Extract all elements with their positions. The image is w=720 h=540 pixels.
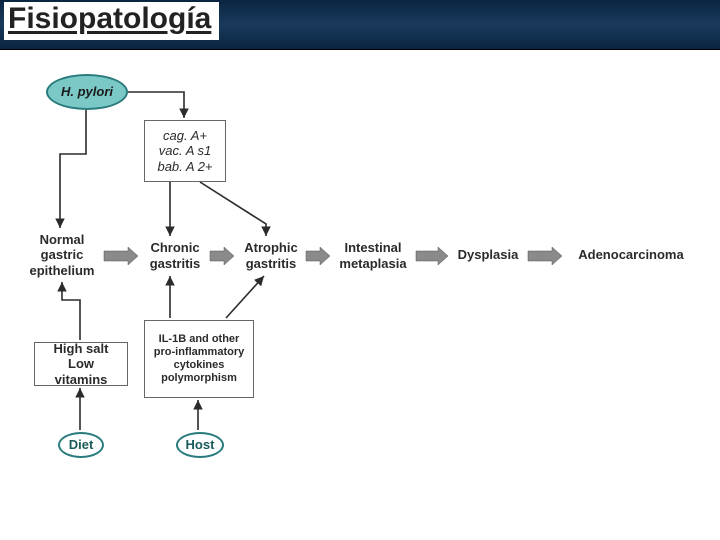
node-line: Dysplasia	[458, 247, 519, 263]
node-hpylori-label: H. pylori	[61, 84, 113, 100]
node-cag-box: cag. A+vac. A s1bab. A 2+	[144, 120, 226, 182]
node-line: cag. A+	[163, 128, 207, 144]
node-normal-epithelium: Normalgastricepithelium	[22, 230, 102, 280]
node-diet-label: Diet	[69, 437, 94, 453]
node-line: polymorphism	[161, 372, 237, 385]
node-diet: Diet	[58, 432, 104, 458]
thick-arrow	[416, 247, 448, 265]
node-line: gastritis	[246, 256, 297, 272]
node-line: Atrophic	[244, 240, 297, 256]
node-line: Low vitamins	[41, 356, 121, 387]
thin-arrow	[226, 276, 264, 318]
node-line: metaplasia	[339, 256, 406, 272]
node-line: gastric	[41, 247, 84, 263]
node-intestinal-metaplasia: Intestinalmetaplasia	[332, 238, 414, 274]
node-line: pro-inflammatory	[154, 346, 244, 359]
node-line: cytokines	[174, 359, 225, 372]
node-line: Normal	[40, 232, 85, 248]
arrows-layer	[0, 60, 720, 540]
thick-arrow	[104, 247, 138, 265]
node-host: Host	[176, 432, 224, 458]
node-line: Intestinal	[344, 240, 401, 256]
thin-arrow	[62, 282, 80, 340]
page-title: Fisiopatología	[4, 2, 219, 40]
node-dysplasia: Dysplasia	[452, 245, 524, 265]
thick-arrow	[210, 247, 234, 265]
node-line: Adenocarcinoma	[578, 247, 683, 263]
node-il1b-box: IL-1B and otherpro-inflammatorycytokines…	[144, 320, 254, 398]
node-highsalt-box: High saltLow vitamins	[34, 342, 128, 386]
diagram-canvas: H. pylori cag. A+vac. A s1bab. A 2+ Norm…	[0, 60, 720, 540]
node-adenocarcinoma: Adenocarcinoma	[566, 245, 696, 265]
thin-arrow	[200, 182, 266, 236]
thin-arrow	[128, 92, 184, 118]
node-line: epithelium	[29, 263, 94, 279]
node-line: IL-1B and other	[159, 333, 240, 346]
node-line: High salt	[54, 341, 109, 357]
thin-arrow	[60, 110, 86, 228]
node-line: bab. A 2+	[157, 159, 212, 175]
node-atrophic-gastritis: Atrophicgastritis	[236, 238, 306, 274]
node-host-label: Host	[186, 437, 215, 453]
node-chronic-gastritis: Chronicgastritis	[140, 238, 210, 274]
thick-arrow	[306, 247, 330, 265]
thick-arrow	[528, 247, 562, 265]
node-line: Chronic	[150, 240, 199, 256]
node-hpylori: H. pylori	[46, 74, 128, 110]
node-line: gastritis	[150, 256, 201, 272]
node-line: vac. A s1	[159, 143, 212, 159]
